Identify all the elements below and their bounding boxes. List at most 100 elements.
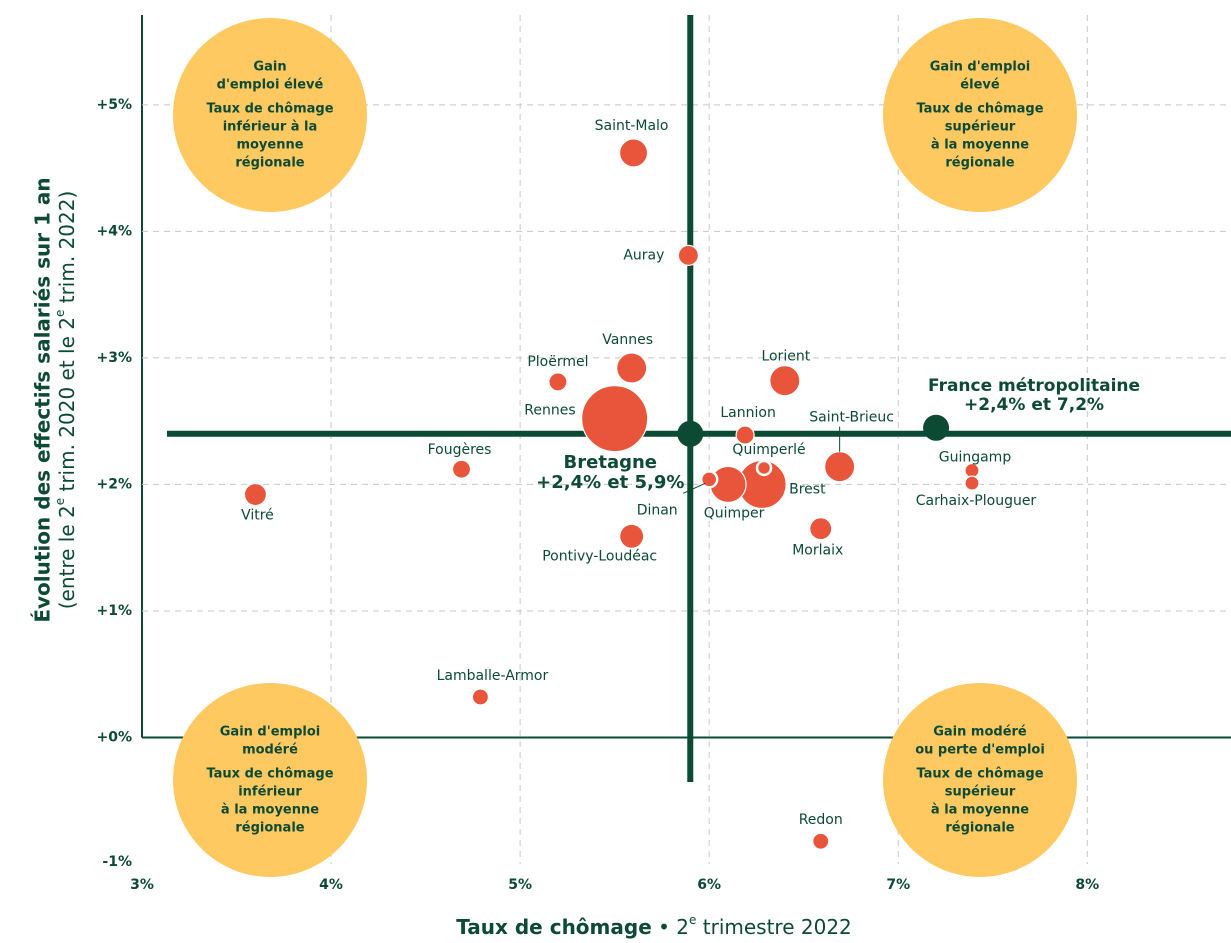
- reference-point: [923, 414, 950, 441]
- x-title-sup: e: [689, 913, 696, 927]
- bubble: [618, 138, 649, 168]
- bubble: [548, 372, 568, 392]
- x-title-main: Taux de chômage: [456, 915, 652, 939]
- quadrant-heading: Gain modéré: [933, 725, 1027, 740]
- reference-name: Bretagne: [564, 452, 657, 473]
- quadrant-circle: [883, 683, 1077, 877]
- point-label: Vitré: [241, 508, 274, 524]
- bubble: [812, 832, 830, 850]
- x-tick-label: 3%: [130, 877, 154, 893]
- x-title-part: trimestre 2022: [696, 915, 851, 939]
- quadrant-body: Taux de chômage: [206, 102, 333, 117]
- point-label: Fougères: [428, 442, 492, 458]
- quadrant-heading: d'emploi élevé: [217, 78, 324, 93]
- bubble: [809, 517, 833, 541]
- quadrant-heading: Gain: [253, 60, 286, 75]
- x-tick-label: 4%: [319, 877, 343, 893]
- bubble: [677, 244, 699, 267]
- y-tick-label: +0%: [97, 729, 133, 745]
- quadrant-heading: élevé: [960, 78, 1000, 93]
- point-label: Morlaix: [792, 543, 843, 559]
- quadrant-heading: modéré: [242, 743, 298, 758]
- y-sub-part: trim. 2020 et le 2: [55, 317, 79, 498]
- point-label: Saint-Brieuc: [809, 410, 894, 426]
- y-tick-label: -1%: [102, 854, 132, 870]
- bubble: [581, 385, 649, 453]
- quadrant-body: supérieur: [945, 785, 1016, 800]
- quadrant-body: régionale: [945, 156, 1014, 171]
- point-label: Lorient: [761, 349, 810, 365]
- quadrant-body: à la moyenne: [931, 138, 1029, 153]
- y-tick-label: +3%: [97, 350, 133, 366]
- point-label: Vannes: [602, 332, 653, 348]
- quadrants: Gain d'emploi élevé Taux de chômage inférie…: [173, 18, 1077, 877]
- bubble: [451, 459, 472, 479]
- y-axis-title: Évolution des effectifs salariés sur 1 a…: [31, 177, 55, 622]
- reference-value: +2,4% et 7,2%: [964, 395, 1104, 415]
- y-tick-label: +1%: [97, 603, 133, 619]
- y-tick-label: +4%: [97, 223, 133, 239]
- y-sub-sup: e: [53, 498, 67, 505]
- y-tick-label: +5%: [97, 97, 133, 113]
- y-sub-part: trim. 2022): [55, 191, 79, 310]
- bubble: [616, 352, 648, 384]
- point-label: Lamballe-Armor: [437, 668, 549, 684]
- point-label: Redon: [799, 812, 843, 828]
- quadrant-body: inférieur: [238, 785, 302, 800]
- quadrant-body: régionale: [235, 821, 304, 836]
- bubble: [824, 451, 856, 483]
- quadrant-circle: [173, 18, 367, 212]
- y-sub-sup: e: [53, 310, 67, 317]
- reference-point: [677, 420, 704, 447]
- point-label: Auray: [623, 247, 664, 263]
- quadrant-body: régionale: [945, 821, 1014, 836]
- x-tick-label: 7%: [886, 877, 910, 893]
- quadrant-body: inférieur à la: [223, 120, 318, 135]
- bubble: [243, 482, 268, 507]
- quadrant-body: moyenne: [236, 138, 303, 153]
- point-label: Pontivy-Loudéac: [542, 548, 657, 564]
- quadrant-body: à la moyenne: [221, 803, 319, 818]
- x-tick-label: 5%: [508, 877, 532, 893]
- leader-line: [682, 482, 706, 494]
- point-label: Brest: [789, 481, 826, 497]
- reference-name: France métropolitaine: [928, 376, 1140, 396]
- points: [243, 138, 980, 850]
- quadrant-heading: Gain d'emploi: [930, 60, 1030, 75]
- quadrant-circle: [173, 683, 367, 877]
- point-label: Guingamp: [939, 449, 1012, 465]
- point-label: Rennes: [524, 403, 575, 419]
- point-label: Ploërmel: [527, 354, 588, 370]
- bubble: [735, 425, 755, 445]
- quadrant-circle: [883, 18, 1077, 212]
- bubble: [964, 462, 980, 479]
- x-tick-label: 8%: [1075, 877, 1099, 893]
- y-axis-subtitle: (entre le 2e trim. 2020 et le 2e trim. 2…: [53, 191, 79, 610]
- point-label: Quimperlé: [732, 442, 805, 458]
- quadrant-body: à la moyenne: [931, 803, 1029, 818]
- point-label: Lannion: [720, 405, 775, 421]
- y-sub-part: (entre le 2: [55, 505, 79, 609]
- point-label: Quimper: [704, 505, 765, 521]
- quadrant-body: Taux de chômage: [916, 102, 1043, 117]
- bubble: [964, 475, 980, 491]
- labels: 3% 4% 5% 6% 7% 8% -1% +0% +1% +2% +3% +4% +5% Saint-M…: [97, 97, 1141, 893]
- bubble: [769, 365, 801, 397]
- point-label: Dinan: [637, 502, 678, 518]
- x-axis-title: Taux de chômage • 2e trimestre 2022: [456, 913, 852, 939]
- quadrant-body: Taux de chômage: [916, 767, 1043, 782]
- bubble: [755, 459, 773, 477]
- y-tick-label: +2%: [97, 476, 133, 492]
- quadrant-body: Taux de chômage: [206, 767, 333, 782]
- reference-value: +2,4% et 5,9%: [536, 472, 684, 493]
- point-label: Carhaix-Plouguer: [916, 493, 1037, 509]
- quadrant-body: supérieur: [945, 120, 1016, 135]
- x-tick-label: 6%: [697, 877, 721, 893]
- bubble: [619, 523, 645, 549]
- bubble: [699, 470, 719, 489]
- point-label: Saint-Malo: [595, 118, 669, 134]
- bubble: [471, 688, 490, 706]
- x-title-part: • 2: [652, 915, 689, 939]
- quadrant-heading: Gain d'emploi: [220, 725, 320, 740]
